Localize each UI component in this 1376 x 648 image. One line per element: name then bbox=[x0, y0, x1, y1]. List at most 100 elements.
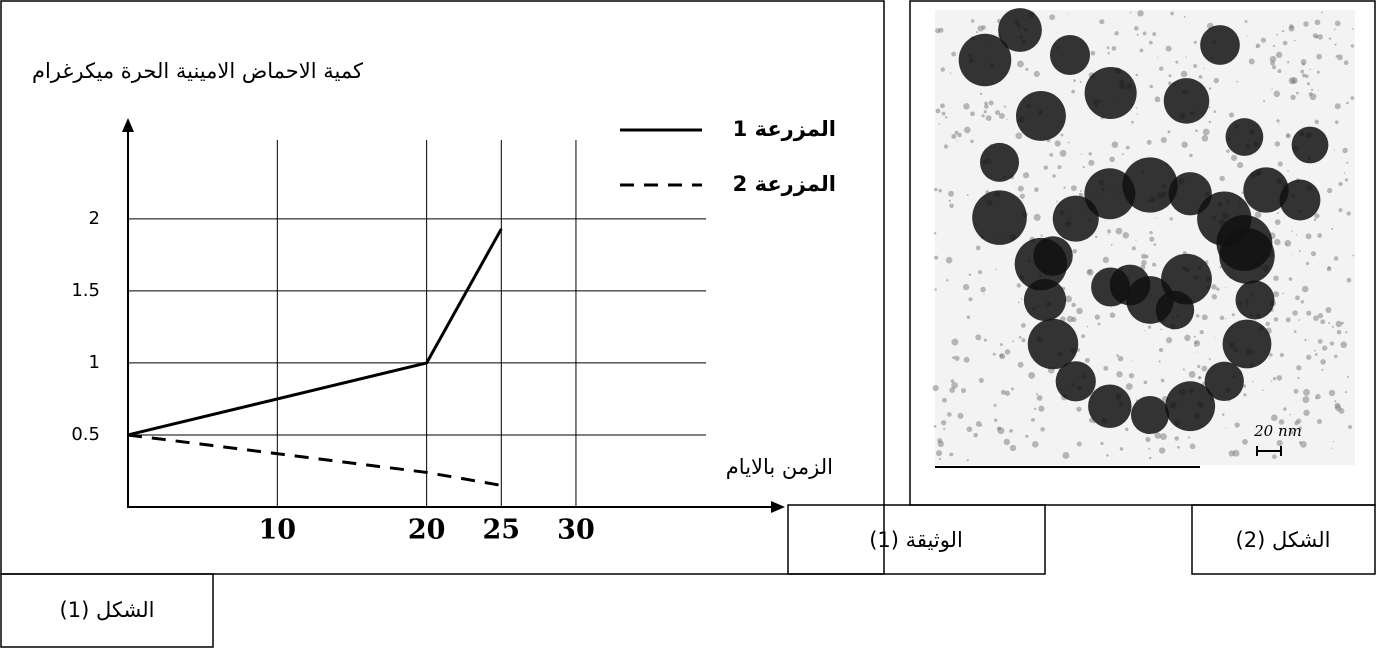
speck bbox=[1043, 165, 1048, 170]
speck bbox=[966, 426, 973, 433]
speck bbox=[1288, 277, 1293, 281]
blob bbox=[1204, 361, 1244, 401]
speck bbox=[1059, 149, 1067, 157]
y-tick-label: 1.5 bbox=[71, 280, 100, 301]
speck bbox=[1228, 400, 1231, 402]
scale-bar bbox=[1256, 446, 1282, 456]
speck bbox=[1136, 33, 1139, 36]
speck bbox=[1078, 192, 1081, 195]
speck bbox=[1274, 238, 1281, 246]
speck bbox=[1230, 154, 1238, 162]
speck bbox=[1076, 441, 1082, 447]
speck bbox=[1175, 60, 1179, 64]
speck bbox=[1293, 39, 1296, 42]
speck bbox=[1079, 80, 1082, 83]
speck bbox=[1071, 89, 1076, 94]
speck bbox=[1189, 153, 1193, 158]
speck bbox=[1285, 243, 1288, 246]
speck bbox=[956, 140, 958, 142]
speck bbox=[966, 194, 969, 197]
blob bbox=[1109, 264, 1151, 306]
speck bbox=[983, 110, 987, 114]
speck bbox=[1131, 120, 1134, 124]
speck bbox=[1298, 426, 1302, 430]
speck bbox=[1193, 40, 1197, 44]
speck bbox=[979, 92, 983, 96]
speck bbox=[985, 115, 992, 122]
speck bbox=[975, 421, 982, 427]
speck bbox=[1328, 37, 1332, 40]
speck bbox=[940, 103, 945, 109]
speck bbox=[1184, 334, 1191, 342]
speck bbox=[1149, 236, 1155, 242]
speck bbox=[951, 51, 957, 57]
speck bbox=[1149, 231, 1153, 235]
speck bbox=[1106, 454, 1109, 457]
speck bbox=[942, 397, 947, 403]
y-tick-label: 1 bbox=[89, 352, 100, 373]
speck bbox=[1350, 44, 1355, 48]
speck bbox=[1242, 384, 1247, 388]
speck bbox=[975, 31, 979, 34]
blob bbox=[979, 142, 1020, 182]
speck bbox=[1282, 40, 1288, 46]
speck bbox=[1340, 341, 1348, 349]
speck bbox=[998, 112, 1005, 119]
speck bbox=[1144, 329, 1146, 331]
speck bbox=[1314, 349, 1316, 352]
speck bbox=[940, 67, 945, 72]
speck bbox=[1139, 48, 1144, 53]
speck bbox=[1317, 89, 1319, 91]
speck bbox=[1226, 149, 1230, 153]
figure1-caption: الشكل (1) bbox=[60, 598, 155, 622]
speck bbox=[933, 232, 937, 235]
speck bbox=[1265, 321, 1270, 327]
speck bbox=[994, 418, 998, 422]
speck bbox=[1071, 302, 1076, 308]
speck bbox=[1076, 406, 1082, 412]
speck bbox=[954, 130, 959, 135]
speck bbox=[1004, 390, 1011, 396]
speck bbox=[1076, 307, 1083, 315]
speck bbox=[1158, 447, 1166, 454]
speck bbox=[1107, 234, 1109, 236]
blob bbox=[1222, 319, 1272, 369]
speck bbox=[1317, 338, 1323, 344]
speck bbox=[1276, 375, 1283, 381]
speck bbox=[1335, 320, 1343, 328]
speck bbox=[1331, 227, 1334, 230]
speck bbox=[1228, 112, 1235, 118]
speck bbox=[1197, 364, 1201, 369]
speck bbox=[1183, 16, 1186, 18]
speck bbox=[1317, 233, 1323, 238]
speck bbox=[1060, 133, 1064, 137]
speck bbox=[1136, 113, 1138, 115]
blob bbox=[1088, 384, 1132, 428]
document-caption-box bbox=[787, 504, 1046, 575]
speck bbox=[951, 338, 959, 346]
speck bbox=[1131, 246, 1136, 251]
speck bbox=[1338, 181, 1343, 187]
speck bbox=[946, 412, 952, 417]
speck bbox=[1300, 300, 1305, 304]
speck bbox=[1168, 81, 1172, 85]
speck bbox=[1213, 110, 1217, 113]
series-line bbox=[127, 433, 502, 487]
speck bbox=[952, 356, 956, 360]
speck bbox=[1202, 128, 1210, 136]
speck bbox=[938, 457, 941, 461]
speck bbox=[1082, 165, 1085, 169]
speck bbox=[1035, 393, 1039, 396]
speck bbox=[951, 134, 957, 140]
speck bbox=[970, 19, 975, 23]
speck bbox=[1336, 54, 1343, 61]
speck bbox=[1343, 60, 1349, 66]
blob bbox=[998, 8, 1042, 52]
blob bbox=[1015, 90, 1066, 141]
speck bbox=[1296, 365, 1302, 371]
speck bbox=[1314, 213, 1320, 219]
speck bbox=[1134, 25, 1139, 31]
speck bbox=[957, 132, 962, 138]
speck bbox=[1242, 438, 1248, 445]
speck bbox=[1346, 375, 1350, 378]
